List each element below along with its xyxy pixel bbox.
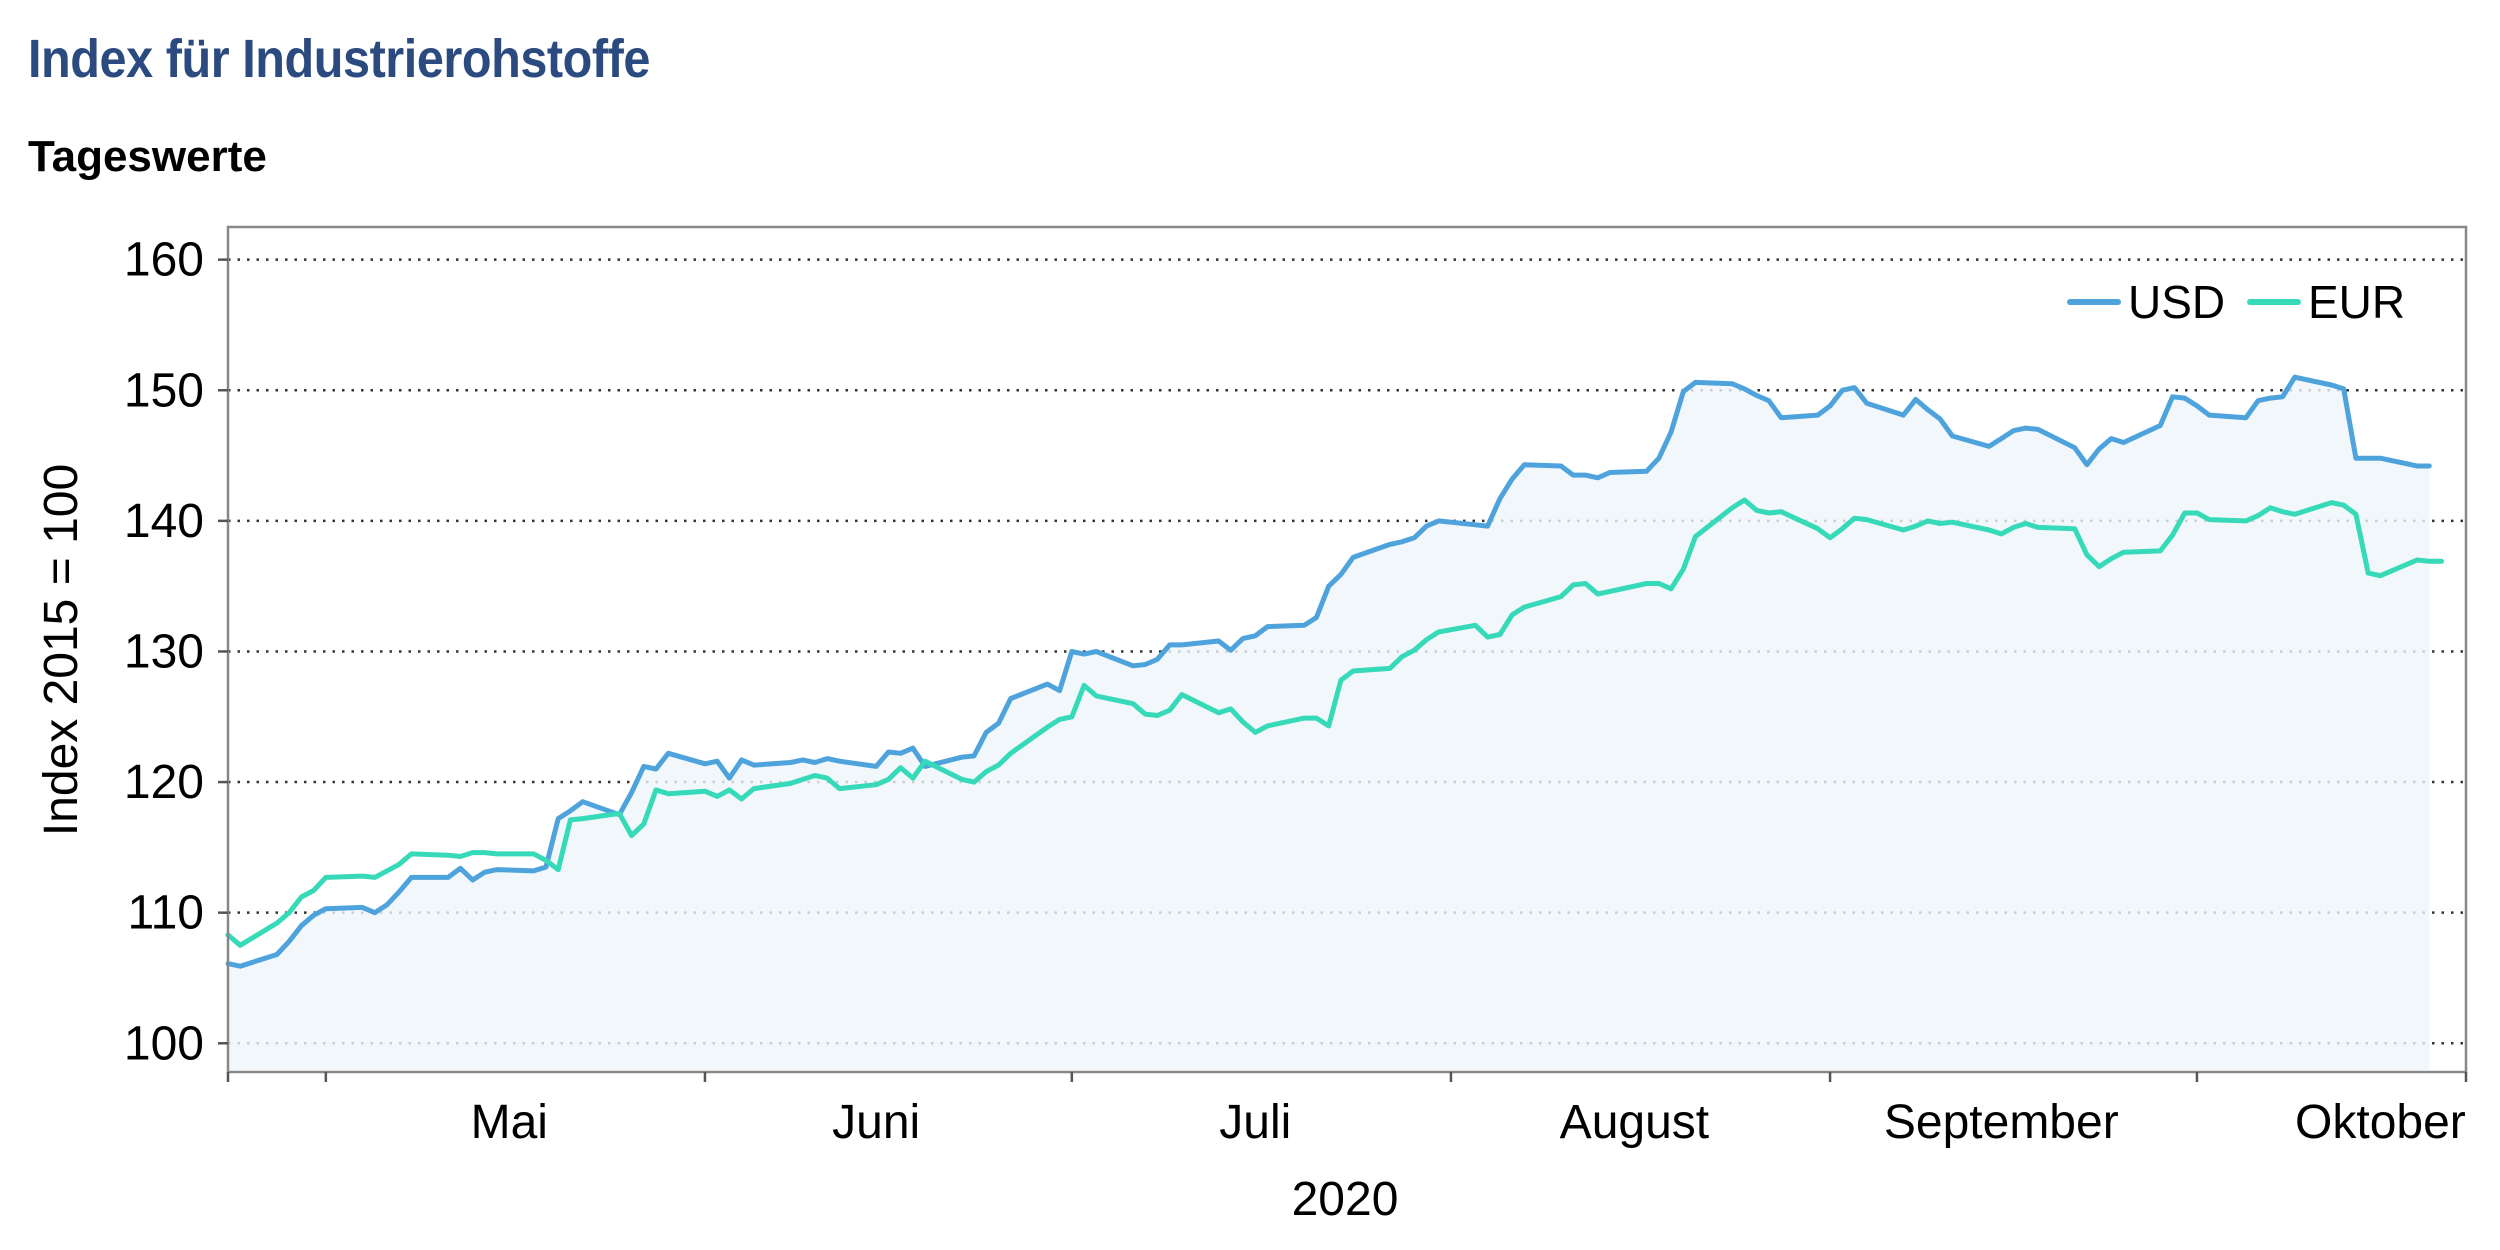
chart-title: Index für Industrierohstoffe [28,29,650,89]
y-tick-label: 140 [124,495,204,548]
y-tick-label: 160 [124,234,204,287]
x-tick-label: Mai [471,1096,548,1149]
plot-frame [226,225,2468,1074]
y-axis-label: Index 2015 = 100 [35,464,88,836]
x-axis-label: 2020 [1292,1173,1399,1226]
legend-label-usd: USD [2128,276,2225,328]
y-tick-labels: 100 110 120 130 140 150 160 [124,234,228,1070]
y-tick-label: 120 [124,756,204,809]
y-tick-label: 130 [124,625,204,678]
series-line-eur [225,497,2444,948]
x-tick-label: August [1560,1096,1709,1149]
y-tick-label: 100 [124,1017,204,1070]
x-axis-ticks: Mai Juni Juli August September Oktober [226,1072,2468,1149]
legend-label-eur: EUR [2308,276,2405,328]
y-tick-label: 150 [124,364,204,417]
x-tick-label: Juni [832,1096,920,1149]
y-tick-label: 110 [127,887,204,940]
series-lines [225,374,2444,969]
x-tick-label: Juli [1219,1096,1291,1149]
x-tick-label: September [1884,1096,2119,1149]
x-tick-label: Oktober [2295,1096,2466,1149]
legend: USD EUR [2067,276,2405,328]
series-line-usd [225,374,2432,969]
chart-subtitle: Tageswerte [28,132,267,181]
